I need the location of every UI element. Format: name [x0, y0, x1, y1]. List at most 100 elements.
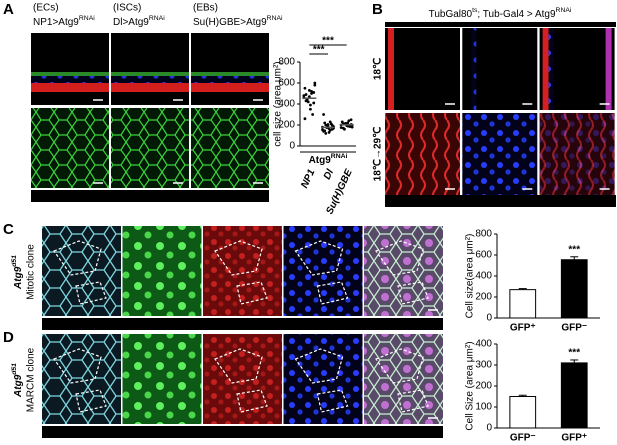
- cell-type: (ECs): [33, 3, 59, 14]
- data-point: [321, 128, 324, 132]
- image-tile: [111, 108, 189, 188]
- y-tick-label: 800: [278, 57, 295, 68]
- y-tick-label: 600: [475, 250, 492, 261]
- x-tick-label: NP1: [299, 167, 317, 190]
- row-label: 18℃: [373, 58, 384, 80]
- panel-label: B: [372, 1, 383, 18]
- image-tile: [203, 226, 282, 316]
- panel-title-part: ts: [472, 7, 478, 14]
- data-point: [346, 121, 350, 125]
- image-tile: [385, 28, 460, 110]
- genotype-part: RNAi: [267, 15, 283, 22]
- data-point: [350, 125, 354, 129]
- title-bar: [385, 22, 616, 27]
- data-point: [323, 129, 327, 133]
- image-tile: [191, 108, 269, 188]
- image-tile: [42, 334, 121, 424]
- y-axis-label: cell size (area μm²): [273, 61, 284, 146]
- genotype-part: RNAi: [79, 15, 95, 22]
- panel-label: C: [3, 221, 14, 238]
- data-point: [305, 98, 309, 102]
- clone-outline: [375, 240, 429, 305]
- image-tile-layer: [111, 76, 189, 83]
- genotype-part: d51: [11, 255, 18, 267]
- clone-outline: [53, 348, 107, 413]
- data-point: [343, 127, 346, 131]
- image-tile-layer: [111, 72, 189, 76]
- data-point: [310, 90, 313, 93]
- data-point: [349, 118, 353, 122]
- row-label: 18℃→29℃: [373, 127, 384, 182]
- data-point: [324, 132, 328, 135]
- data-point: [310, 92, 313, 95]
- cell-type: (ISCs): [113, 3, 141, 14]
- data-point: [302, 94, 306, 97]
- bar: [509, 396, 537, 429]
- stain-label: Phalloidin: [462, 196, 510, 207]
- x-tick-label: GFP⁻: [561, 323, 587, 334]
- panel-title: TubGal80ts; Tub-Gal4 > Atg9RNAi: [429, 7, 572, 19]
- image-tile-layer: [31, 72, 109, 76]
- stain-label: GFP: [215, 319, 236, 330]
- data-point: [309, 107, 312, 111]
- stain-label: Atg9: [240, 319, 263, 330]
- bar: [560, 259, 588, 319]
- data-point: [313, 81, 317, 85]
- stain-label: Dlg: [154, 191, 170, 202]
- y-tick-label: 200: [475, 292, 492, 303]
- data-point: [327, 130, 331, 134]
- image-tile-layer: [548, 28, 554, 110]
- y-tick-label: 0: [289, 141, 295, 152]
- panel-title-part: ; Tub-Gal4 > Atg9: [477, 9, 556, 20]
- image-tile: [122, 226, 202, 316]
- legend-bar: [42, 318, 443, 330]
- genotype-part: Atg9: [13, 266, 24, 290]
- image-tile: [42, 226, 121, 316]
- image-tile: [283, 226, 363, 316]
- data-point: [324, 123, 328, 127]
- image-tile: [122, 334, 202, 424]
- data-point: [303, 117, 307, 121]
- bar: [509, 289, 537, 319]
- stain-label: Phalloidin: [101, 191, 149, 202]
- clone-outline: [53, 240, 107, 305]
- clone-type: MARCM clone: [26, 347, 37, 412]
- y-tick-label: 400: [475, 339, 492, 350]
- data-point: [304, 93, 308, 96]
- x-tick-label: GFP⁻: [510, 433, 536, 444]
- image-tile-layer: [542, 28, 549, 110]
- y-tick-label: 200: [278, 120, 295, 131]
- image-tile: [31, 33, 109, 105]
- image-tile: [203, 334, 282, 424]
- genotype-part: Dl>Atg9: [113, 17, 149, 28]
- data-point: [312, 101, 316, 105]
- group-label-part: RNAi: [331, 153, 348, 160]
- bar: [560, 362, 588, 429]
- image-tile-layer: [191, 76, 269, 83]
- image-tile-layer: [191, 72, 269, 76]
- data-point: [331, 127, 334, 131]
- genotype-part: d51: [11, 363, 18, 375]
- clone-outline: [294, 348, 349, 413]
- panel-title-part: TubGal80: [429, 9, 473, 20]
- x-tick-label: GFP⁺: [561, 433, 587, 444]
- data-point: [306, 100, 310, 104]
- x-tick-label: Dl: [322, 168, 336, 182]
- genotype: Su(H)GBE>Atg9RNAi: [193, 15, 283, 27]
- stain-label: DAPI: [515, 196, 539, 207]
- x-tick-label: GFP⁺: [510, 323, 536, 334]
- image-tile-layer: [471, 28, 477, 110]
- legend-bar: [31, 190, 269, 202]
- genotype: Atg9d51: [11, 363, 23, 398]
- y-tick-label: 400: [475, 271, 492, 282]
- legend-bar: [42, 426, 443, 438]
- clone-outline: [214, 348, 268, 413]
- data-point: [313, 83, 317, 87]
- image-tile-layer: [191, 83, 269, 92]
- data-point: [323, 121, 327, 125]
- data-point: [339, 126, 343, 130]
- genotype-part: Su(H)GBE>Atg9: [193, 17, 267, 28]
- sig-label: ***: [313, 45, 325, 56]
